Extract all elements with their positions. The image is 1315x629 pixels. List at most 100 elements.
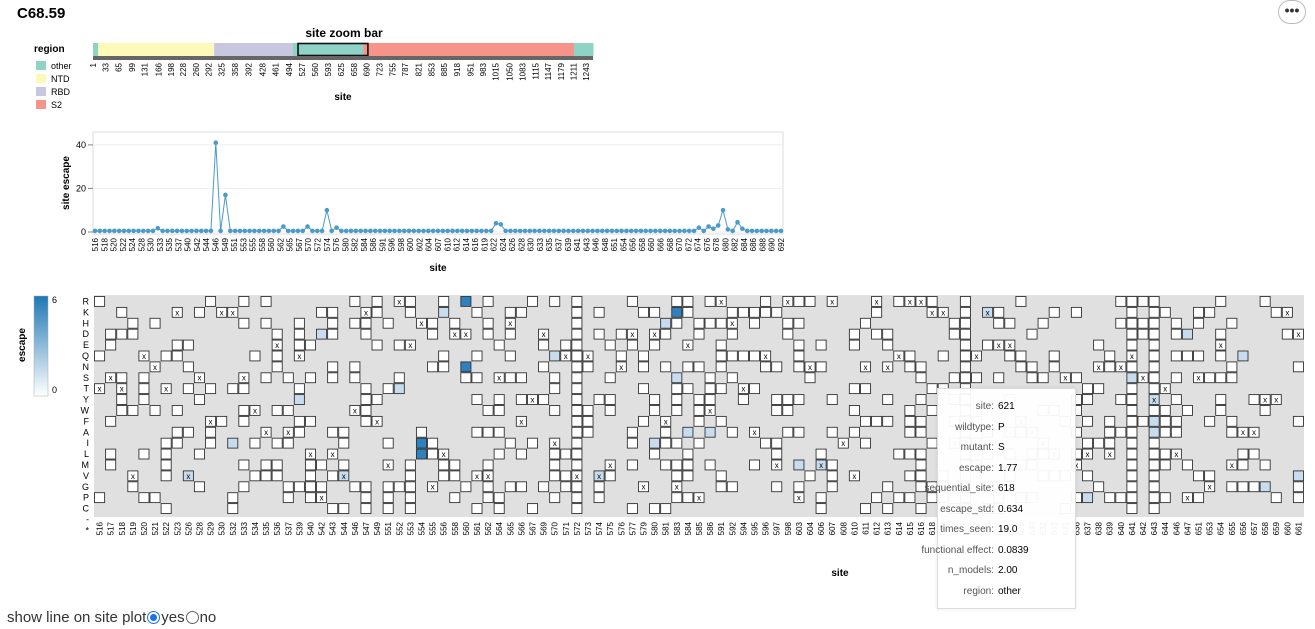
heatmap-cell[interactable] <box>94 350 106 362</box>
heatmap-cell[interactable] <box>726 372 738 384</box>
heatmap-cell[interactable] <box>993 372 1005 384</box>
heatmap-cell[interactable] <box>1004 317 1016 329</box>
heatmap-cell[interactable] <box>771 394 783 405</box>
heatmap-cell[interactable] <box>471 372 483 384</box>
line-point[interactable] <box>677 228 682 234</box>
heatmap-cell[interactable] <box>915 296 927 307</box>
heatmap-cell[interactable] <box>1148 481 1160 493</box>
heatmap-cell[interactable] <box>260 459 272 471</box>
heatmap-cell[interactable] <box>660 426 672 438</box>
heatmap-cell[interactable] <box>1226 426 1238 438</box>
heatmap-cell[interactable] <box>715 470 727 482</box>
line-point[interactable] <box>479 228 484 234</box>
heatmap-cell[interactable] <box>282 437 294 449</box>
heatmap-cell[interactable] <box>915 503 927 514</box>
heatmap-cell[interactable] <box>1148 394 1160 405</box>
line-point[interactable] <box>377 228 383 234</box>
line-point[interactable] <box>136 228 141 234</box>
heatmap-cell[interactable] <box>282 492 294 504</box>
heatmap-cell[interactable] <box>404 459 416 471</box>
heatmap-cell[interactable] <box>882 415 894 427</box>
heatmap-cell[interactable] <box>160 383 172 395</box>
heatmap-cell[interactable] <box>526 394 538 405</box>
heatmap-cell[interactable] <box>316 481 328 493</box>
heatmap-cell[interactable] <box>549 372 561 384</box>
heatmap-cell[interactable] <box>915 459 927 471</box>
heatmap-cell[interactable] <box>116 328 128 340</box>
line-point[interactable] <box>227 228 233 234</box>
heatmap-cell[interactable] <box>504 328 516 340</box>
heatmap-cell[interactable] <box>693 437 705 449</box>
heatmap-cell[interactable] <box>316 459 328 471</box>
heatmap-cell[interactable] <box>682 383 694 395</box>
heatmap-cell[interactable] <box>571 394 583 405</box>
heatmap-cell[interactable] <box>1126 437 1138 449</box>
line-point[interactable] <box>667 228 673 234</box>
heatmap-cell[interactable] <box>427 317 439 329</box>
heatmap-cell[interactable] <box>193 306 205 318</box>
heatmap-cell[interactable] <box>726 328 738 340</box>
heatmap-cell[interactable] <box>316 328 328 340</box>
heatmap-cell[interactable] <box>1126 306 1138 318</box>
heatmap-cell[interactable] <box>349 405 361 416</box>
heatmap-cell[interactable] <box>882 328 894 340</box>
line-point[interactable] <box>474 228 479 234</box>
heatmap-cell[interactable] <box>848 328 860 340</box>
heatmap-cell[interactable] <box>1248 426 1260 438</box>
heatmap-cell[interactable] <box>604 405 616 416</box>
line-point[interactable] <box>314 228 320 234</box>
heatmap-cell[interactable] <box>1115 296 1127 307</box>
heatmap-cell[interactable] <box>637 350 649 362</box>
heatmap-cell[interactable] <box>782 426 794 438</box>
heatmap-cell[interactable] <box>116 372 128 384</box>
line-point[interactable] <box>566 228 571 234</box>
heatmap-cell[interactable] <box>693 415 705 427</box>
heatmap-cell[interactable] <box>205 296 217 307</box>
heatmap-cell[interactable] <box>482 492 494 504</box>
heatmap-cell[interactable] <box>737 350 749 362</box>
heatmap-cell[interactable] <box>138 383 150 395</box>
line-point[interactable] <box>706 224 711 229</box>
heatmap-cell[interactable] <box>138 394 150 405</box>
heatmap-cell[interactable] <box>171 350 183 362</box>
heatmap-cell[interactable] <box>726 426 738 438</box>
line-point[interactable] <box>599 228 605 234</box>
heatmap-cell[interactable] <box>649 437 661 449</box>
heatmap-cell[interactable] <box>171 437 183 449</box>
heatmap-cell[interactable] <box>260 317 272 329</box>
heatmap-cell[interactable] <box>1292 492 1304 504</box>
heatmap-cell[interactable] <box>637 383 649 395</box>
heatmap-cell[interactable] <box>571 296 583 307</box>
heatmap-cell[interactable] <box>293 481 305 493</box>
heatmap-cell[interactable] <box>105 328 117 340</box>
heatmap-cell[interactable] <box>327 426 339 438</box>
heatmap-cell[interactable] <box>1015 361 1027 373</box>
line-point[interactable] <box>740 226 745 232</box>
heatmap-cell[interactable] <box>515 394 527 405</box>
line-point[interactable] <box>735 219 740 225</box>
heatmap-cell[interactable] <box>327 470 339 482</box>
heatmap-cell[interactable] <box>193 394 205 405</box>
heatmap-cell[interactable] <box>904 448 916 460</box>
heatmap-cell[interactable] <box>471 503 483 514</box>
heatmap-cell[interactable] <box>504 306 516 318</box>
heatmap-cell[interactable] <box>1159 405 1171 416</box>
line-point[interactable] <box>725 227 731 232</box>
heatmap-cell[interactable] <box>660 317 672 329</box>
heatmap-cell[interactable] <box>749 426 761 438</box>
heatmap-cell[interactable] <box>160 459 172 471</box>
heatmap-cell[interactable] <box>1237 448 1249 460</box>
heatmap-cell[interactable] <box>826 426 838 438</box>
heatmap-cell[interactable] <box>382 383 394 395</box>
heatmap-cell[interactable] <box>438 470 450 482</box>
heatmap-cell[interactable] <box>304 448 316 460</box>
line-point[interactable] <box>184 228 190 234</box>
heatmap-cell[interactable] <box>404 492 416 504</box>
heatmap-cell[interactable] <box>993 306 1005 318</box>
heatmap-cell[interactable] <box>349 481 361 493</box>
line-point[interactable] <box>189 228 194 234</box>
heatmap-cell[interactable] <box>704 459 716 471</box>
heatmap-cell[interactable] <box>715 361 727 373</box>
line-point[interactable] <box>696 225 702 230</box>
heatmap-cell[interactable] <box>138 350 150 362</box>
